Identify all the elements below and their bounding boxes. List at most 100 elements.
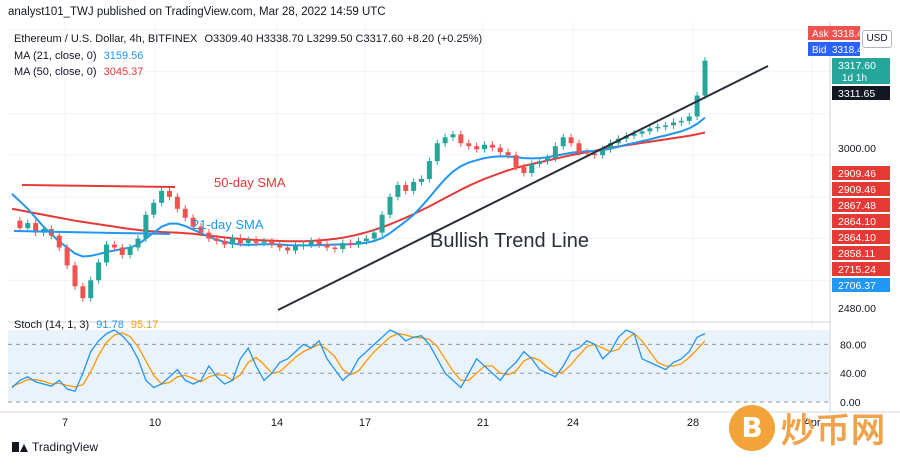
candle-body xyxy=(576,143,582,153)
sma21-annotation: 21-day SMA xyxy=(192,217,264,232)
candle-body xyxy=(88,280,94,299)
candle-body xyxy=(56,235,62,248)
red-level-badge xyxy=(832,198,890,212)
red-level-value: 2715.24 xyxy=(838,264,876,276)
sma21-marker-line xyxy=(13,230,171,235)
ohlc-values: O3309.40 H3338.70 L3299.50 C3317.60 +8.2… xyxy=(204,33,483,45)
candle-body xyxy=(419,178,424,182)
stoch-k-line xyxy=(11,329,706,392)
currency-button[interactable]: USD xyxy=(862,30,892,48)
candles xyxy=(17,57,708,302)
candle-body xyxy=(639,131,645,134)
ask-value: 3318.40 xyxy=(832,29,869,40)
red-level-badge xyxy=(832,230,890,244)
x-tick-label: 14 xyxy=(271,417,283,429)
candle-body xyxy=(671,122,676,126)
trend-annotation: Bullish Trend Line xyxy=(430,230,589,252)
candle-body xyxy=(206,232,212,239)
candle-body xyxy=(127,247,133,255)
watermark-text: 炒币网 xyxy=(781,411,886,451)
candle-body xyxy=(72,265,78,287)
x-tick-label: Apr xyxy=(803,417,820,429)
candle-body xyxy=(80,286,86,299)
ma21-legend: MA (21, close, 0) 3159.56 xyxy=(14,50,143,62)
ma-badge xyxy=(832,86,890,100)
candle-body xyxy=(363,238,369,241)
candle-body xyxy=(411,181,417,191)
x-tick-label: 21 xyxy=(477,417,489,429)
candle-body xyxy=(482,144,487,150)
stoch-level-label: 80.00 xyxy=(840,339,866,351)
stoch-legend: Stoch (14, 1, 3) 91.78 95.17 xyxy=(14,319,158,331)
candle-body xyxy=(545,158,550,162)
axis-2480: 2480.00 xyxy=(838,303,876,315)
candle-body xyxy=(560,137,566,147)
chart-area[interactable]: 50-day SMA 21-day SMA Bullish Trend Line… xyxy=(0,22,900,460)
ma-badge-value: 3311.65 xyxy=(838,88,875,100)
ma21-value: 3159.56 xyxy=(103,50,144,62)
candle-body xyxy=(631,133,637,136)
candle-body xyxy=(647,128,653,132)
candle-body xyxy=(174,196,180,209)
candle-body xyxy=(269,241,275,245)
candle-body xyxy=(190,217,196,227)
red-level-badges: 2909.46 2909.46 2867.48 2864.10 2864.10 2858.… xyxy=(832,166,890,276)
tradingview-logo-icon xyxy=(12,442,28,452)
tradingview-footer[interactable]: TradingView xyxy=(12,440,98,454)
blue-level-badge xyxy=(832,278,890,292)
price-chart-svg[interactable]: 50-day SMA 21-day SMA Bullish Trend Line… xyxy=(0,22,900,460)
stoch-d-value: 95.17 xyxy=(130,319,159,331)
bitcoin-logo-icon: B xyxy=(729,404,775,451)
stoch-label: Stoch (14, 1, 3) xyxy=(14,319,90,331)
blue-level-value: 2706.37 xyxy=(838,280,876,292)
candle-body xyxy=(592,153,598,156)
candle-body xyxy=(159,190,165,203)
candle-body xyxy=(237,237,243,244)
candle-body xyxy=(426,161,432,179)
watermark: B 炒币网 xyxy=(729,403,886,452)
ask-label: Ask xyxy=(812,29,830,40)
candle-body xyxy=(104,244,109,263)
candle-body xyxy=(230,237,235,245)
candle-body xyxy=(214,238,220,241)
candle-body xyxy=(308,240,314,245)
candle-body xyxy=(17,220,23,229)
symbol-name: Ethereum / U.S. Dollar, 4h, BITFINEX xyxy=(14,33,198,45)
red-level-badge xyxy=(832,182,890,196)
candle-body xyxy=(119,247,125,255)
stoch-k-polyline xyxy=(11,329,706,392)
candle-body xyxy=(64,247,70,266)
candle-body xyxy=(33,223,39,233)
bid-badge xyxy=(808,42,860,56)
candle-body xyxy=(521,167,527,174)
candle-body xyxy=(25,223,31,229)
candle-body xyxy=(608,143,613,150)
stoch-levels: 80.00 40.00 0.00 xyxy=(8,339,866,409)
ma21-label: MA (21, close, 0) xyxy=(14,50,97,62)
last-price-badge xyxy=(832,58,890,84)
x-axis-ticks: 7 10 14 17 21 24 28 Apr xyxy=(62,417,821,429)
candle-body xyxy=(332,247,338,249)
candle-body xyxy=(395,184,401,197)
candle-body xyxy=(450,134,456,138)
red-level-value: 2864.10 xyxy=(838,232,876,244)
x-tick-label: 7 xyxy=(62,417,68,429)
x-tick-label: 17 xyxy=(359,417,371,429)
candle-body xyxy=(497,147,503,153)
axis-3000: 3000.00 xyxy=(838,143,876,155)
candle-body xyxy=(466,143,472,147)
candle-body xyxy=(442,137,448,144)
red-level-value: 2867.48 xyxy=(838,200,876,212)
ma50-legend: MA (50, close, 0) 3045.37 xyxy=(14,66,143,78)
candle-body xyxy=(293,246,298,251)
candle-body xyxy=(584,152,590,154)
candle-body xyxy=(253,240,259,243)
x-tick-label: 28 xyxy=(687,417,699,429)
candle-body xyxy=(222,240,228,245)
red-level-value: 2909.46 xyxy=(838,184,876,196)
symbol-legend: Ethereum / U.S. Dollar, 4h, BITFINEX O33… xyxy=(14,33,482,45)
candle-body xyxy=(458,134,464,144)
candle-body xyxy=(151,202,157,215)
candle-body xyxy=(371,232,377,239)
candle-body xyxy=(686,116,692,121)
